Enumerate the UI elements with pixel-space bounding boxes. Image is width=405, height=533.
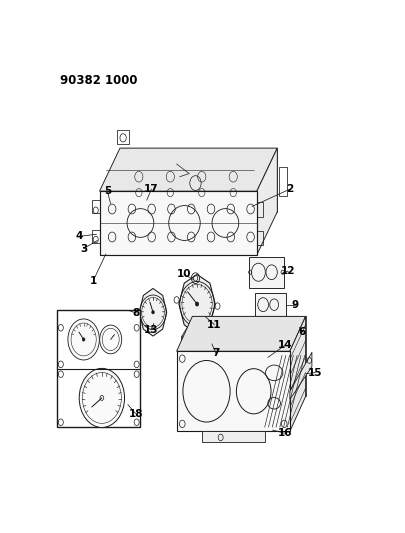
Text: 7: 7 [212, 348, 219, 358]
Text: 9: 9 [290, 300, 297, 310]
Bar [181, 337, 226, 347]
Polygon shape [179, 274, 215, 334]
Text: 1: 1 [90, 276, 97, 286]
Text: 18: 18 [128, 409, 143, 418]
Text: 8: 8 [132, 308, 140, 318]
Polygon shape [289, 352, 311, 399]
Text: 90382 1000: 90382 1000 [60, 74, 137, 87]
Polygon shape [226, 328, 232, 347]
Circle shape [100, 325, 122, 354]
Polygon shape [192, 317, 305, 397]
Text: 2: 2 [286, 184, 293, 194]
Bar [275, 326, 281, 336]
Bar [57, 310, 140, 427]
Text: 4: 4 [75, 231, 83, 241]
Text: 13: 13 [143, 325, 158, 335]
Text: 3: 3 [80, 244, 87, 254]
Text: 11: 11 [207, 320, 221, 329]
Polygon shape [201, 431, 264, 441]
Bar [278, 167, 286, 196]
Bar [176, 351, 289, 431]
Bar [264, 322, 298, 340]
Text: 12: 12 [280, 266, 295, 276]
Bar [117, 130, 129, 144]
Polygon shape [139, 288, 166, 336]
Bar [256, 231, 262, 245]
Circle shape [68, 319, 99, 360]
Bar [290, 326, 296, 336]
Polygon shape [120, 148, 277, 212]
Circle shape [195, 302, 198, 306]
Text: 5: 5 [104, 186, 111, 196]
Polygon shape [176, 317, 305, 351]
Circle shape [79, 368, 124, 427]
Bar [283, 326, 288, 336]
Bar [92, 200, 100, 213]
Bar [256, 202, 262, 216]
Polygon shape [99, 148, 277, 191]
Polygon shape [289, 317, 305, 431]
Bar [268, 326, 273, 336]
Text: 15: 15 [307, 368, 322, 377]
Bar [255, 293, 286, 316]
Text: 14: 14 [277, 340, 292, 350]
Text: 17: 17 [144, 184, 158, 194]
Bar [99, 191, 256, 255]
Bar [92, 230, 100, 244]
Text: 16: 16 [277, 429, 292, 438]
Circle shape [100, 395, 104, 400]
Bar [248, 257, 284, 288]
Circle shape [82, 338, 85, 341]
Text: 6: 6 [298, 327, 305, 336]
Polygon shape [256, 148, 277, 255]
Text: 10: 10 [176, 269, 191, 279]
Polygon shape [181, 328, 232, 337]
Circle shape [151, 311, 154, 314]
